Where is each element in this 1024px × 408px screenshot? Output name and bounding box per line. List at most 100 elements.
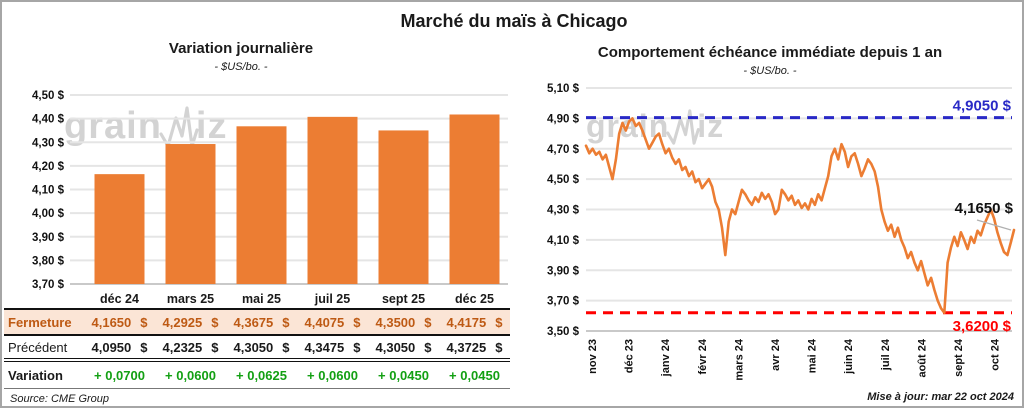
daily-variation-chart-subtitle: - $US/bo. -: [214, 61, 268, 73]
table-cell: + 0,0450: [368, 368, 439, 383]
table-cell: 4,1650 $: [84, 315, 155, 330]
x-tick-label: avr 24: [770, 338, 782, 371]
cell-unit: $: [424, 339, 432, 355]
x-tick-label: oct 24: [990, 338, 1002, 371]
cell-value: + 0,0450: [378, 367, 429, 383]
watermark-text: iz: [195, 105, 228, 147]
table-cell: 4,4075 $: [297, 315, 368, 330]
cell-value: 4,2325: [162, 339, 203, 355]
cell-value: + 0,0600: [307, 367, 358, 383]
x-tick-label: nov 23: [587, 339, 599, 374]
cell-value: + 0,0625: [236, 367, 287, 383]
front-month-line-chart: 5,10 $ 4,90 $ 4,70 $ 4,50 $ 4,30 $ 4,10 $ 3,90…: [547, 83, 1016, 381]
grainwiz-watermark: grain iz: [64, 105, 227, 148]
table-cell: 4,3500 $: [368, 315, 439, 330]
bar: [449, 114, 500, 284]
y-tick-label: 3,90 $: [32, 232, 65, 244]
ceiling-reference-label: 4,9050 $: [953, 98, 1012, 115]
cell-value: 4,3050: [375, 339, 416, 355]
y-tick-label: 3,70 $: [547, 296, 580, 308]
x-tick-label: août 24: [916, 338, 928, 377]
cell-unit: $: [353, 314, 361, 330]
daily-variation-bar-chart: 4,50 $ 4,40 $ 4,30 $ 4,20 $ 4,10 $ 4,00 $ 3,90…: [32, 90, 508, 291]
table-cell: + 0,0600: [155, 368, 226, 383]
x-tick-label: mars 24: [733, 338, 745, 380]
cell-value: + 0,0700: [94, 367, 145, 383]
front-month-chart-title: Comportement échéance immédiate depuis 1…: [597, 44, 943, 61]
table-cell: + 0,0625: [226, 368, 297, 383]
cell-unit: $: [140, 339, 148, 355]
cell-value: 4,3500: [375, 314, 416, 330]
cell-value: 4,3725: [446, 339, 487, 355]
page-title: Marché du maïs à Chicago: [400, 11, 628, 31]
table-row-fermeture: Fermeture 4,1650 $4,2925 $4,3675 $4,4075 $4,3…: [4, 310, 510, 336]
bar: [165, 144, 216, 284]
source-note: Source: CME Group: [10, 393, 110, 405]
x-tick-label: janv 24: [660, 338, 672, 377]
cell-value: 4,1650: [91, 314, 132, 330]
cell-unit: $: [282, 314, 290, 330]
y-tick-label: 3,70 $: [32, 279, 65, 291]
y-tick-label: 5,10 $: [547, 83, 580, 95]
cell-value: 4,3475: [304, 339, 345, 355]
column-header: sept 25: [381, 292, 426, 306]
table-cell: 4,3725 $: [439, 340, 510, 355]
x-tick-label: juil 24: [880, 338, 892, 371]
cell-unit: $: [353, 339, 361, 355]
cell-value: 4,4175: [446, 314, 487, 330]
y-tick-label: 3,90 $: [547, 265, 580, 277]
y-tick-label: 4,10 $: [547, 235, 580, 247]
bar: [307, 116, 358, 285]
row-label: Variation: [8, 367, 63, 383]
x-tick-label: juin 24: [843, 338, 855, 375]
column-header: mai 25: [242, 292, 281, 306]
last-point-label: 4,1650 $: [955, 200, 1014, 217]
table-row-variation: Variation + 0,0700 + 0,0600 + 0,0625 + 0,060…: [4, 362, 510, 389]
column-header: déc 24: [100, 292, 139, 306]
cell-value: 4,3050: [233, 339, 274, 355]
y-tick-label: 4,30 $: [32, 137, 65, 149]
daily-variation-chart-title: Variation journalière: [168, 40, 314, 57]
table-header-row: déc 24 mars 25 mai 25 juil 25 sept 25 déc 25: [4, 290, 510, 310]
column-header: déc 25: [455, 292, 494, 306]
bar: [378, 130, 429, 284]
y-tick-label: 4,40 $: [32, 114, 65, 126]
table-cell: 4,3675 $: [226, 315, 297, 330]
table-cell: 4,3475 $: [297, 340, 368, 355]
bar: [236, 126, 287, 284]
cell-value: 4,3675: [233, 314, 274, 330]
table-cell: 4,0950 $: [84, 340, 155, 355]
table-cell: 4,2325 $: [155, 340, 226, 355]
bar: [94, 174, 145, 284]
table-cell: 4,3050 $: [226, 340, 297, 355]
watermark-text: grain: [64, 105, 162, 147]
leader-line: [976, 219, 1012, 231]
table-cell: + 0,0700: [84, 368, 155, 383]
y-tick-label: 4,70 $: [547, 144, 580, 156]
y-tick-label: 4,00 $: [32, 208, 65, 220]
column-header: mars 25: [166, 292, 215, 306]
cell-unit: $: [424, 314, 432, 330]
table-cell: 4,2925 $: [155, 315, 226, 330]
x-tick-label: déc 23: [624, 339, 636, 373]
x-tick-label: mai 24: [807, 338, 819, 373]
y-tick-label: 4,50 $: [547, 174, 580, 186]
cell-value: + 0,0450: [449, 367, 500, 383]
cell-unit: $: [282, 339, 290, 355]
row-label: Précédent: [8, 339, 68, 355]
cell-value: 4,2925: [162, 314, 203, 330]
table-cell: 4,4175 $: [439, 315, 510, 330]
y-tick-label: 3,80 $: [32, 255, 65, 267]
y-tick-label: 4,30 $: [547, 205, 580, 217]
column-header: juil 25: [314, 292, 351, 306]
price-series-line: [584, 117, 1016, 315]
cell-value: 4,0950: [91, 339, 132, 355]
cell-value: 4,4075: [304, 314, 345, 330]
y-tick-label: 4,50 $: [32, 90, 65, 102]
cell-unit: $: [140, 314, 148, 330]
row-label: Fermeture: [8, 314, 72, 330]
cell-unit: $: [495, 339, 503, 355]
watermark-text: iz: [697, 108, 725, 144]
y-tick-label: 4,90 $: [547, 113, 580, 125]
